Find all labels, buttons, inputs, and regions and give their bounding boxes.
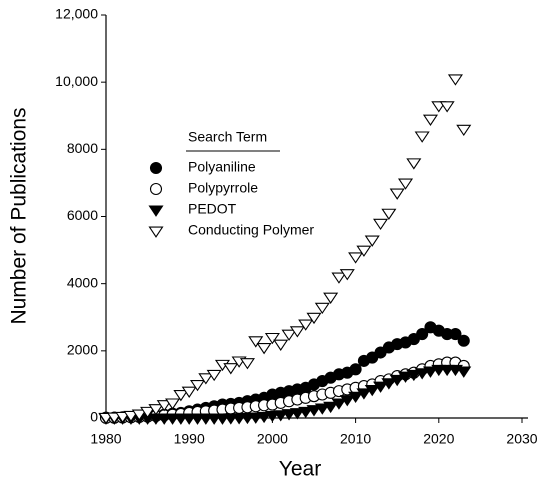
- point: [298, 319, 314, 331]
- x-axis-title: Year: [279, 458, 321, 481]
- legend-marker: [148, 205, 164, 217]
- point: [289, 326, 305, 338]
- x-tick-label: 2030: [506, 431, 537, 447]
- point: [381, 378, 397, 390]
- point: [397, 178, 414, 190]
- point: [198, 373, 214, 385]
- point: [449, 327, 462, 341]
- point: [447, 74, 463, 86]
- legend-label: PEDOT: [188, 201, 237, 217]
- y-tick-label: 12,000: [55, 6, 98, 22]
- point: [414, 368, 430, 380]
- legend-marker: [148, 226, 164, 238]
- point: [339, 395, 355, 407]
- point: [323, 292, 339, 304]
- x-tick-label: 2020: [423, 431, 454, 447]
- point: [314, 302, 330, 315]
- legend-title: Search Term: [188, 129, 267, 145]
- point: [273, 339, 289, 351]
- point: [457, 334, 470, 347]
- point: [397, 371, 414, 383]
- point: [206, 369, 222, 382]
- point: [356, 388, 372, 400]
- point: [439, 101, 455, 113]
- point: [381, 208, 397, 220]
- legend-label: Conducting Polymer: [188, 222, 314, 238]
- legend-label: Polypyrrole: [188, 180, 258, 196]
- point: [223, 363, 239, 375]
- point: [115, 411, 131, 424]
- y-axis-title: Number of Publications: [8, 107, 31, 324]
- legend-marker: [149, 182, 163, 196]
- x-tick-label: 2000: [257, 431, 288, 447]
- point: [389, 374, 405, 387]
- point: [264, 332, 280, 345]
- point: [414, 131, 430, 143]
- point: [422, 366, 439, 378]
- point: [422, 114, 439, 126]
- point: [306, 312, 322, 325]
- point: [189, 379, 206, 392]
- point: [331, 398, 347, 410]
- point: [289, 408, 305, 420]
- point: [306, 405, 322, 417]
- point: [256, 411, 272, 424]
- point: [314, 403, 330, 415]
- point: [123, 410, 139, 423]
- point: [406, 158, 422, 170]
- point: [165, 398, 181, 410]
- x-tick-label: 1980: [90, 431, 121, 447]
- point: [131, 409, 147, 421]
- point: [298, 406, 314, 419]
- point: [256, 343, 272, 355]
- point: [281, 409, 297, 421]
- point: [331, 272, 347, 284]
- point: [456, 124, 472, 137]
- y-tick-label: 2000: [67, 342, 98, 358]
- legend-label: Polyaniline: [188, 159, 256, 175]
- point: [389, 188, 405, 200]
- y-tick-label: 8000: [67, 140, 98, 156]
- point: [239, 358, 255, 370]
- point: [364, 385, 380, 397]
- point: [364, 235, 380, 247]
- point: [339, 269, 355, 281]
- point: [156, 400, 172, 412]
- point: [356, 245, 372, 257]
- point: [323, 401, 339, 414]
- point: [248, 336, 264, 348]
- x-tick-label: 2010: [340, 431, 371, 447]
- point: [373, 218, 389, 231]
- x-tick-label: 1990: [174, 431, 205, 447]
- point: [406, 369, 422, 382]
- point: [416, 327, 429, 341]
- point: [373, 381, 389, 393]
- point: [273, 410, 289, 422]
- point: [348, 391, 364, 404]
- point: [140, 406, 156, 419]
- y-tick-label: 4000: [67, 274, 98, 290]
- point: [281, 329, 297, 341]
- point: [181, 386, 197, 398]
- y-tick-label: 6000: [67, 207, 98, 223]
- point: [173, 390, 189, 402]
- y-tick-label: 0: [90, 409, 98, 425]
- y-tick-label: 10,000: [55, 73, 98, 89]
- legend-marker: [149, 161, 163, 175]
- point: [148, 404, 164, 416]
- point: [456, 366, 472, 378]
- point: [349, 363, 362, 376]
- point: [348, 252, 364, 264]
